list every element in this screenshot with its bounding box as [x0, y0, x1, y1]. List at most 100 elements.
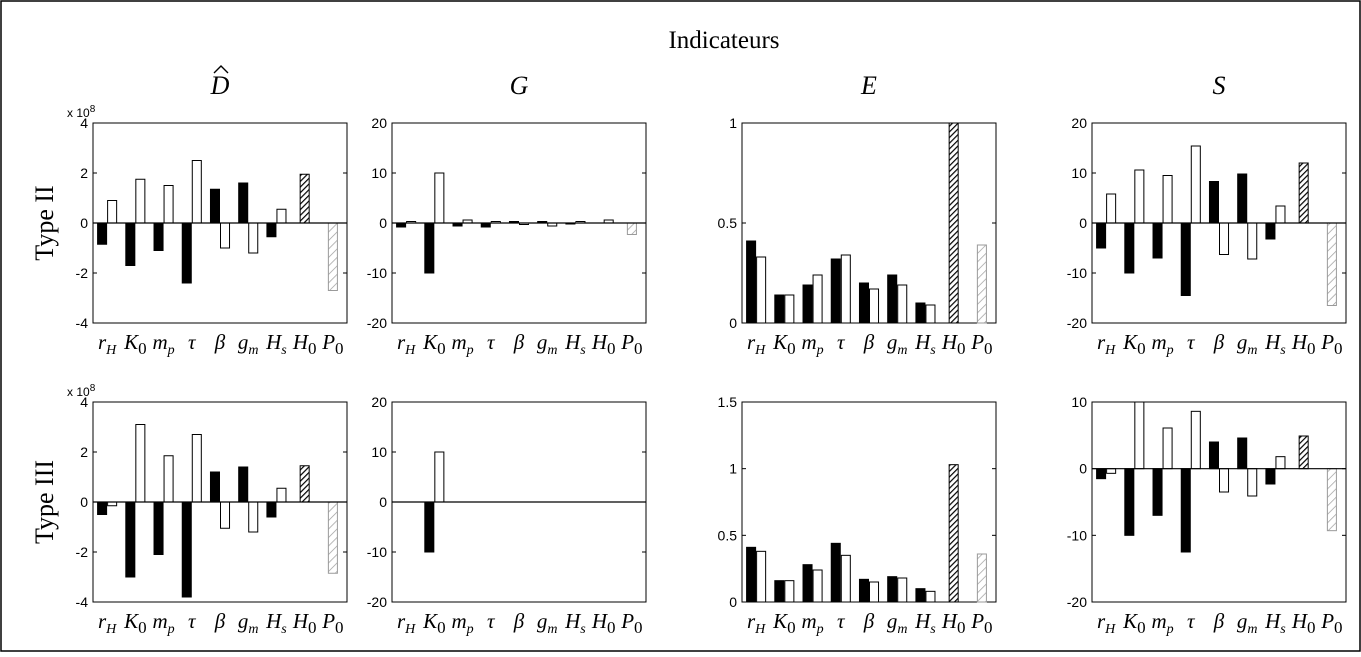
column-header-label: S: [1213, 71, 1226, 100]
bar-filled: [858, 282, 869, 324]
y-tick-label: -20: [367, 594, 387, 610]
row-label-III: Type III: [30, 460, 59, 544]
bar-filled: [480, 222, 491, 228]
bar-open: [135, 424, 146, 503]
x-tick-label: gm: [238, 609, 259, 637]
bar-open: [1190, 410, 1201, 470]
bar-hatch-light: [976, 553, 987, 603]
y-tick-label: 2: [80, 444, 88, 460]
y-tick-label: -20: [1067, 315, 1087, 331]
x-tick-label: rH: [1097, 609, 1116, 637]
bar-open: [220, 222, 231, 249]
x-tick-label: mp: [152, 330, 174, 358]
x-tick-label: K0: [422, 609, 446, 637]
y-tick-label: -10: [367, 544, 387, 560]
y-tick-label: 10: [1071, 394, 1087, 410]
bar-open: [756, 550, 767, 603]
bar-filled: [1096, 468, 1107, 480]
bar-filled: [1180, 222, 1191, 296]
bar-open: [812, 274, 823, 324]
x-tick-label: gm: [238, 330, 259, 358]
bar-open: [276, 208, 287, 224]
bar-open: [840, 254, 851, 324]
bar-filled: [1265, 468, 1276, 485]
bar-open: [191, 160, 202, 224]
bar-filled: [181, 222, 192, 284]
x-tick-label: Hs: [265, 330, 287, 358]
x-tick-label: Hs: [914, 330, 936, 358]
column-header-label: G: [510, 71, 529, 100]
x-tick-label: K0: [123, 330, 147, 358]
column-header-G: G: [510, 71, 529, 100]
bar-open: [1247, 222, 1258, 260]
bar-open: [1275, 456, 1286, 470]
bar-filled: [1237, 437, 1248, 470]
x-tick-label: H0: [591, 609, 616, 637]
bar-filled: [1124, 468, 1135, 536]
row-label-II: Type II: [30, 185, 59, 260]
bar-filled: [1208, 441, 1219, 470]
x-tick-label: K0: [1122, 609, 1146, 637]
bar-open: [220, 501, 231, 529]
x-tick-label: β: [863, 609, 875, 633]
y-tick-label: 2: [80, 165, 88, 181]
y-tick-label: 0: [80, 494, 88, 510]
x-tick-label: K0: [1122, 330, 1146, 358]
bar-hatch-dark: [1298, 162, 1309, 224]
x-tick-label: P0: [1320, 330, 1342, 358]
x-tick-label: τ: [1187, 609, 1196, 633]
x-tick-label: gm: [887, 609, 908, 637]
x-tick-label: Hs: [265, 609, 287, 637]
bar-filled: [746, 240, 757, 324]
bar-open: [1162, 175, 1173, 224]
bar-filled: [887, 576, 898, 603]
x-tick-label: H0: [1291, 609, 1316, 637]
bar-open: [163, 455, 174, 503]
y-tick-label: 0: [379, 215, 387, 231]
bar-hatch-light: [327, 501, 338, 574]
bar-filled: [153, 222, 164, 251]
x-tick-label: H0: [1291, 330, 1316, 358]
x-tick-label: rH: [397, 609, 416, 637]
y-tick-label: 0.5: [718, 215, 738, 231]
bar-open: [925, 590, 936, 603]
x-tick-label: rH: [98, 330, 117, 358]
y-tick-label: -10: [367, 265, 387, 281]
x-tick-label: gm: [887, 330, 908, 358]
bar-filled: [266, 222, 277, 238]
bar-hatch-dark: [299, 465, 310, 503]
x-tick-label: β: [863, 330, 875, 354]
y-tick-label: -2: [76, 265, 89, 281]
x-tick-label: τ: [837, 609, 846, 633]
bar-open: [163, 185, 174, 224]
y-tick-label: -4: [76, 315, 89, 331]
bar-filled: [915, 588, 926, 603]
bar-hatch-dark: [299, 173, 310, 224]
bar-open: [897, 284, 908, 324]
bar-open: [1275, 205, 1286, 224]
x-tick-label: mp: [1151, 330, 1173, 358]
bar-open: [840, 554, 851, 603]
x-tick-label: rH: [98, 609, 117, 637]
bar-hatch-light: [626, 222, 637, 235]
bar-filled: [209, 188, 220, 224]
x-tick-label: rH: [747, 609, 766, 637]
x-tick-label: mp: [801, 609, 823, 637]
axis-exponent-label: x 108: [67, 104, 96, 120]
bar-open: [1134, 401, 1145, 470]
column-header-label: D: [210, 71, 230, 100]
x-tick-label: P0: [620, 609, 642, 637]
bar-open: [756, 256, 767, 324]
bar-open: [1162, 427, 1173, 470]
x-tick-label: mp: [451, 609, 473, 637]
panel-D-III: -4 -2 0 2 4x 108 rH K0 mp τ β gm Hs H0 P0: [67, 383, 348, 637]
bar-filled: [830, 258, 841, 324]
bar-filled: [209, 471, 220, 503]
bar-filled: [1237, 173, 1248, 224]
column-header-label: E: [860, 71, 877, 100]
x-tick-label: τ: [487, 330, 496, 354]
bar-open: [434, 451, 445, 503]
panel-S-III: -20 -10 0 10 rH K0 mp τ β gm Hs H0 P0: [1067, 394, 1347, 637]
bar-open: [897, 577, 908, 603]
y-tick-label: 0: [729, 594, 737, 610]
